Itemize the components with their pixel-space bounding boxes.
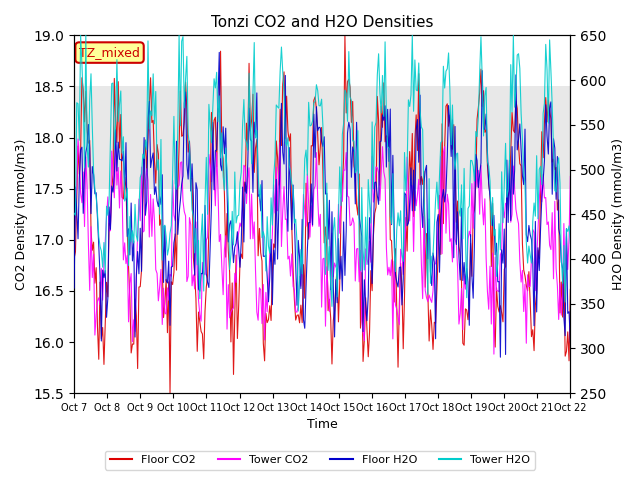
X-axis label: Time: Time	[307, 419, 338, 432]
Text: TZ_mixed: TZ_mixed	[79, 46, 140, 59]
Y-axis label: CO2 Density (mmol/m3): CO2 Density (mmol/m3)	[15, 139, 28, 290]
Y-axis label: H2O Density (mmol/m3): H2O Density (mmol/m3)	[612, 138, 625, 290]
Title: Tonzi CO2 and H2O Densities: Tonzi CO2 and H2O Densities	[211, 15, 433, 30]
Legend: Floor CO2, Tower CO2, Floor H2O, Tower H2O: Floor CO2, Tower CO2, Floor H2O, Tower H…	[105, 451, 535, 469]
Bar	[74, 86, 570, 189]
